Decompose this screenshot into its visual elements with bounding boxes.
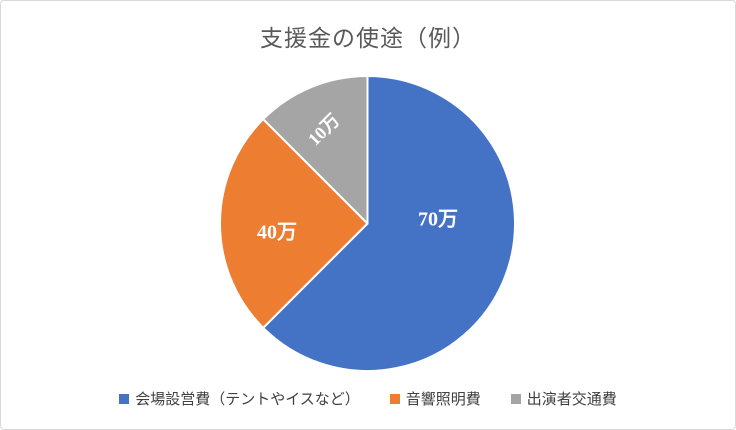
legend-marker-sound-lighting-icon (389, 393, 400, 404)
data-label-sound-lighting: 40万 (257, 221, 297, 244)
pie-slice-1 (219, 118, 369, 329)
legend-label-venue: 会場設営費（テントやイスなど） (135, 392, 360, 408)
chart-title: 支援金の使途（例） (260, 26, 476, 51)
pie-slice-2 (262, 75, 369, 225)
data-label-venue: 70万 (418, 208, 458, 231)
legend-label-sound-lighting: 音響照明費 (405, 392, 481, 408)
legend-marker-venue-icon (119, 393, 130, 404)
legend: 会場設営費（テントやイスなど） 音響照明費 出演者交通費 (1, 388, 735, 409)
legend-item-venue: 会場設営費（テントやイスなど） (119, 388, 360, 409)
legend-item-sound-lighting: 音響照明費 (389, 388, 481, 409)
pie-slice-0 (262, 75, 516, 372)
legend-marker-transport-icon (510, 393, 521, 404)
legend-label-transport: 出演者交通費 (526, 392, 617, 408)
legend-item-transport: 出演者交通費 (510, 388, 617, 409)
